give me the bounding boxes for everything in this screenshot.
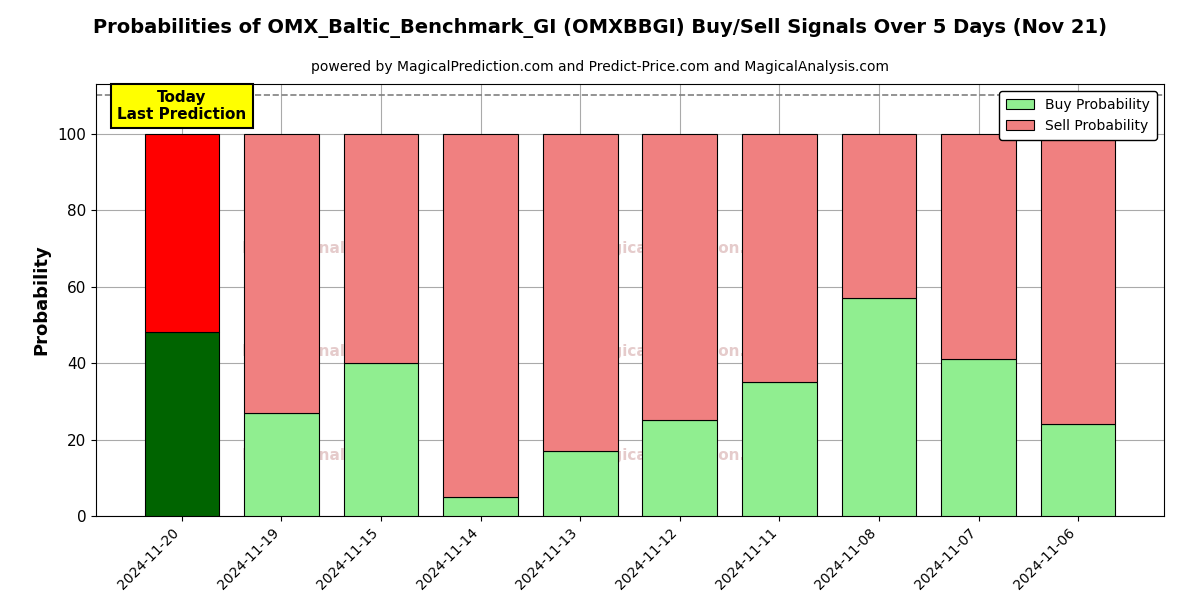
Bar bbox=[443, 497, 518, 516]
Bar bbox=[642, 421, 718, 516]
Bar bbox=[742, 134, 817, 382]
Text: Probabilities of OMX_Baltic_Benchmark_GI (OMXBBGI) Buy/Sell Signals Over 5 Days : Probabilities of OMX_Baltic_Benchmark_GI… bbox=[94, 18, 1108, 38]
X-axis label: Days: Days bbox=[606, 599, 654, 600]
Bar bbox=[144, 134, 220, 332]
Bar bbox=[244, 134, 319, 413]
Bar bbox=[841, 298, 917, 516]
Bar bbox=[941, 134, 1016, 359]
Text: MagicalAnalysis.com: MagicalAnalysis.com bbox=[242, 241, 420, 256]
Bar bbox=[941, 359, 1016, 516]
Bar bbox=[343, 363, 419, 516]
Text: powered by MagicalPrediction.com and Predict-Price.com and MagicalAnalysis.com: powered by MagicalPrediction.com and Pre… bbox=[311, 60, 889, 74]
Text: Today
Last Prediction: Today Last Prediction bbox=[118, 90, 246, 122]
Text: MagicalPrediction.com: MagicalPrediction.com bbox=[587, 448, 780, 463]
Text: MagicalPrediction.com: MagicalPrediction.com bbox=[587, 241, 780, 256]
Y-axis label: Probability: Probability bbox=[32, 245, 50, 355]
Text: MagicalAnalysis.com: MagicalAnalysis.com bbox=[242, 448, 420, 463]
Bar bbox=[841, 134, 917, 298]
Bar bbox=[244, 413, 319, 516]
Bar bbox=[1040, 134, 1116, 424]
Bar bbox=[642, 134, 718, 421]
Bar bbox=[144, 332, 220, 516]
Text: MagicalPrediction.com: MagicalPrediction.com bbox=[587, 344, 780, 359]
Bar bbox=[542, 134, 618, 451]
Legend: Buy Probability, Sell Probability: Buy Probability, Sell Probability bbox=[1000, 91, 1157, 140]
Bar bbox=[443, 134, 518, 497]
Bar bbox=[1040, 424, 1116, 516]
Bar bbox=[343, 134, 419, 363]
Bar bbox=[742, 382, 817, 516]
Text: MagicalAnalysis.com: MagicalAnalysis.com bbox=[242, 344, 420, 359]
Bar bbox=[542, 451, 618, 516]
